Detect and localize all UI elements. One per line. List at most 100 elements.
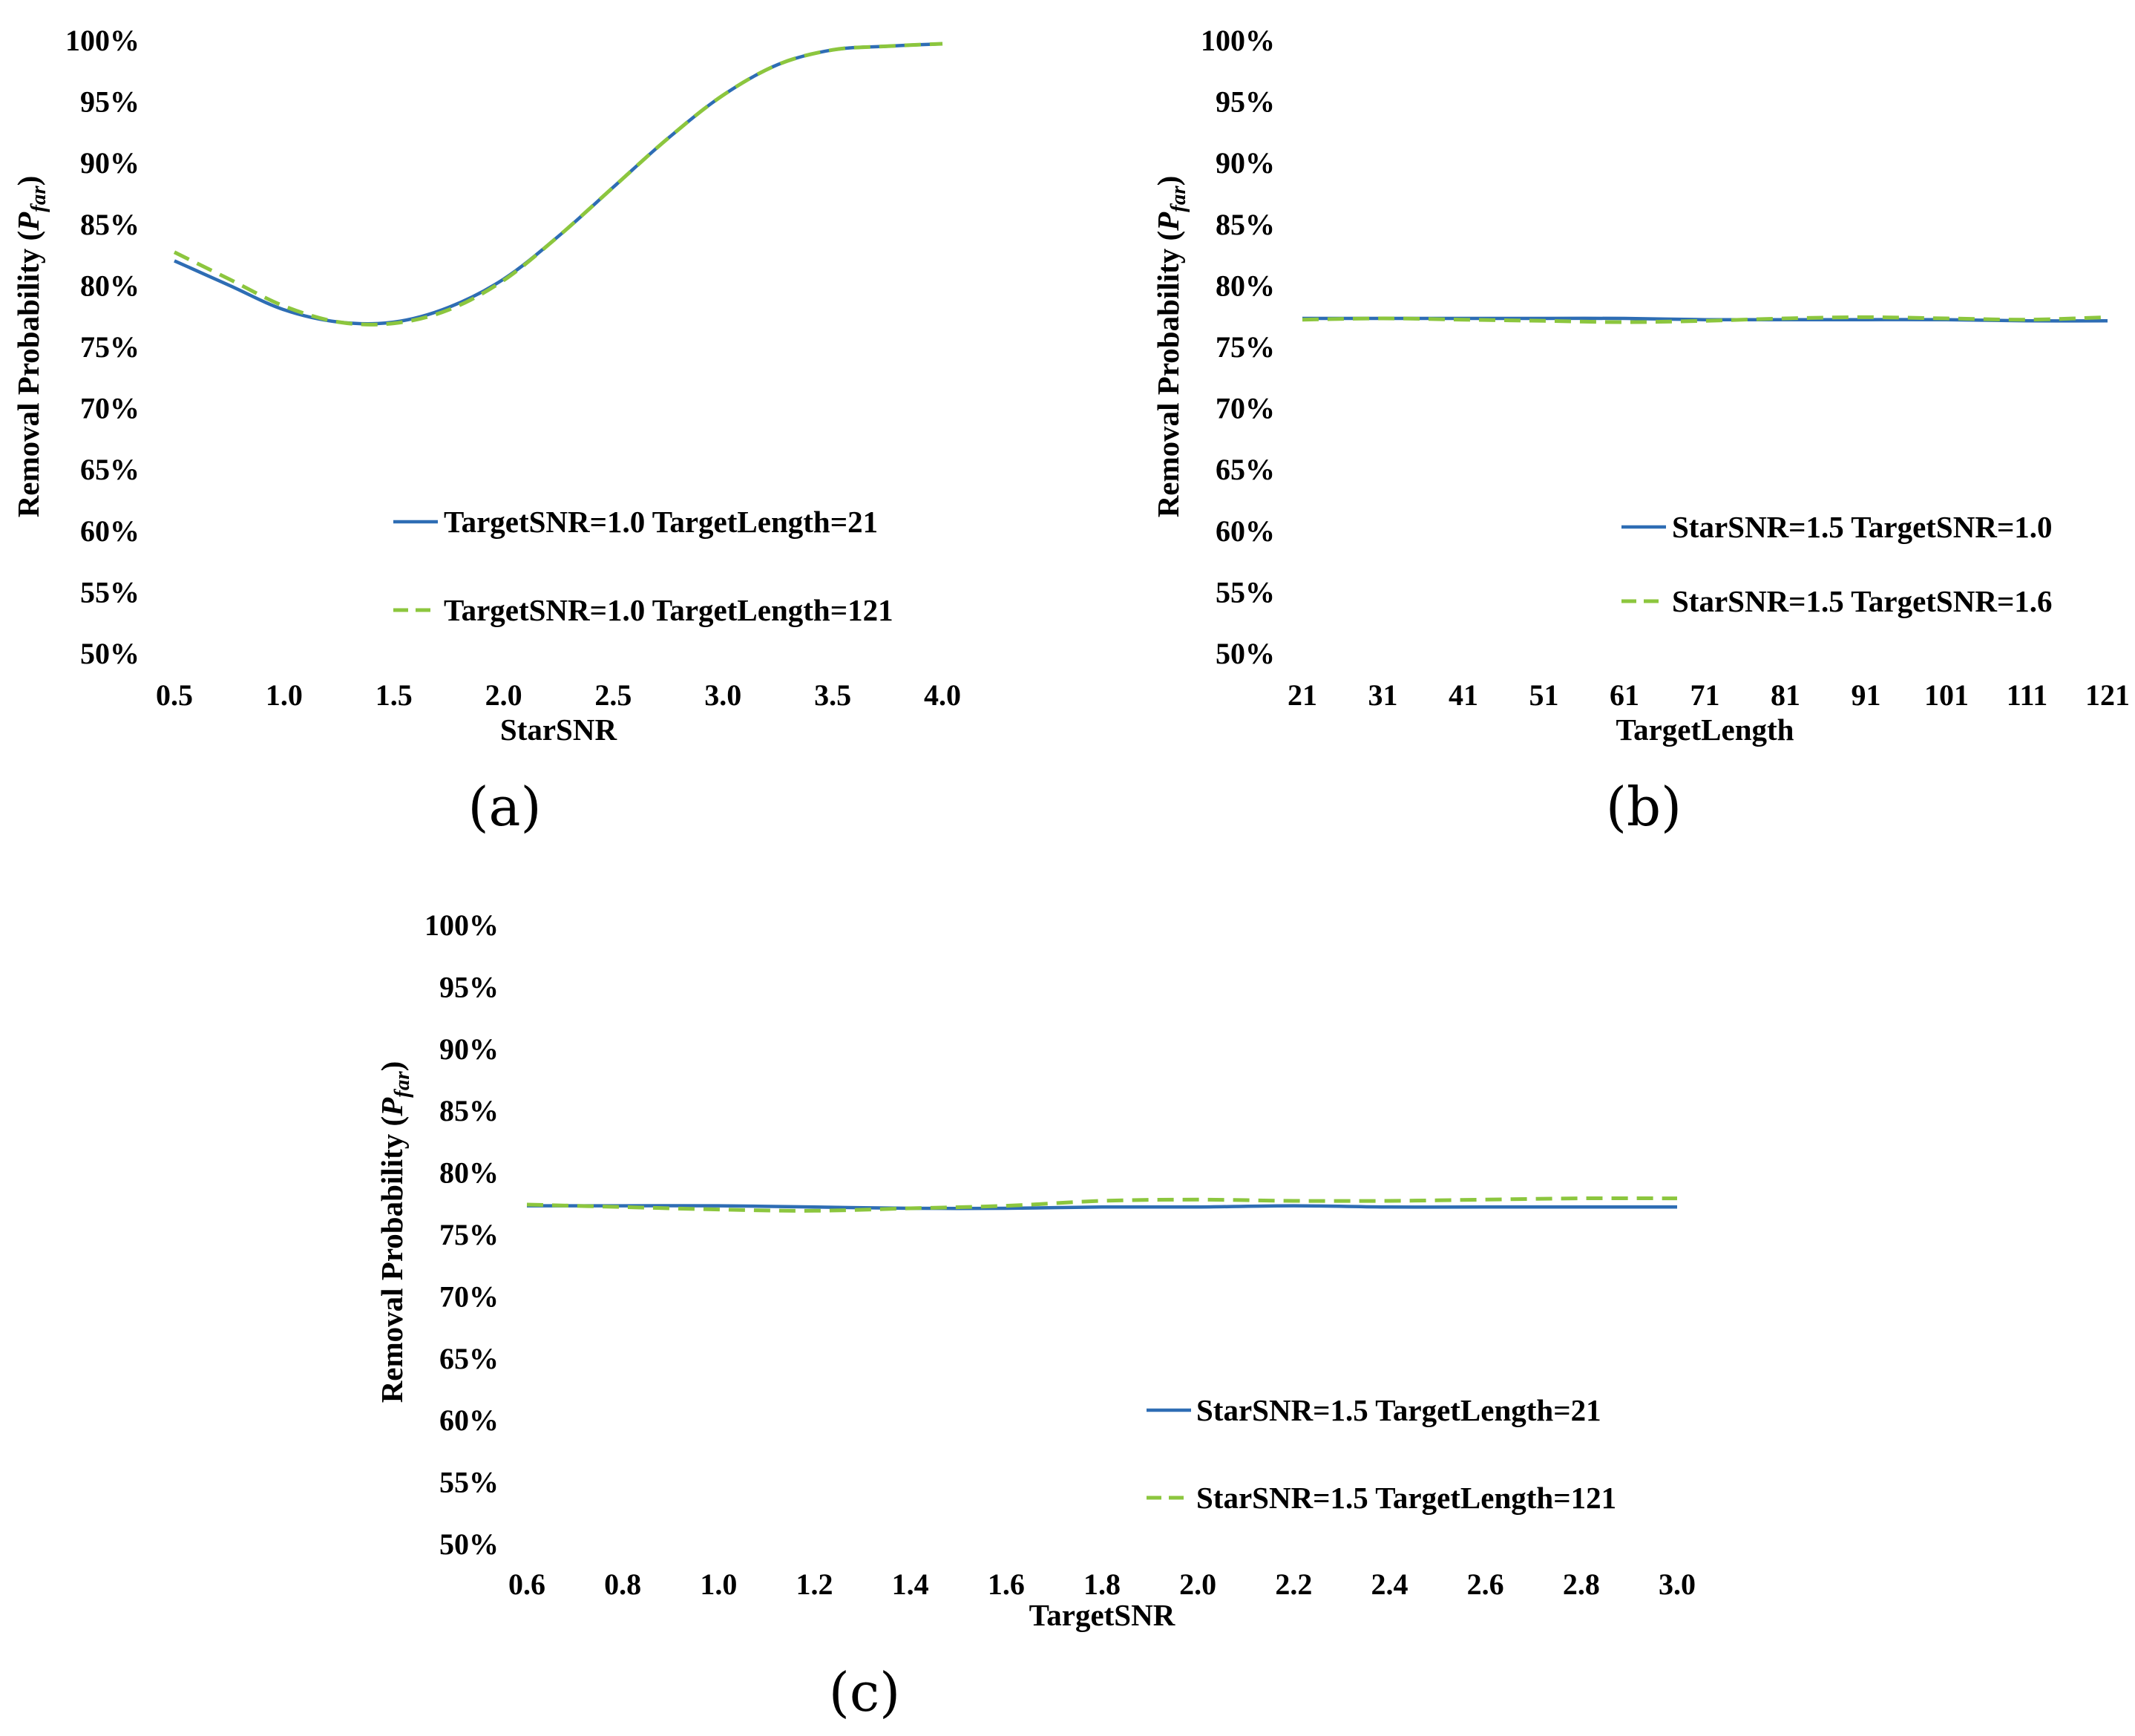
legend-entry: StarSNR=1.5 TargetLength=121	[1196, 1481, 1616, 1515]
y-axis-ticks-a: 50% 55% 60% 65% 70% 75% 80% 85% 90% 95% 100%	[65, 24, 140, 670]
y-axis-label-b: Removal Probability (Pfar)	[1151, 176, 1190, 518]
x-axis-label-c: TargetSNR	[1029, 1598, 1175, 1632]
y-tick-label: 80%	[80, 269, 140, 302]
caption-a: (a)	[468, 776, 541, 838]
series-line-solid	[174, 42, 943, 326]
x-axis-label-b: TargetLength	[1616, 713, 1794, 747]
x-tick-label: 2.6	[1467, 1568, 1504, 1601]
y-tick-label: 75%	[80, 330, 140, 364]
x-tick-label: 1.0	[700, 1568, 737, 1601]
y-axis-label-subscript: far	[390, 1071, 414, 1098]
y-tick-label: 90%	[1216, 146, 1275, 180]
y-axis-label-symbol: P	[375, 1097, 409, 1117]
x-tick-label: 111	[2007, 678, 2048, 712]
x-tick-label: 3.0	[704, 678, 741, 712]
y-tick-label: 70%	[1216, 392, 1275, 425]
y-tick-label: 60%	[80, 514, 140, 548]
x-tick-label: 41	[1449, 678, 1478, 712]
y-tick-label: 80%	[1216, 269, 1275, 302]
x-tick-label: 2.4	[1371, 1568, 1408, 1601]
x-axis-ticks-c: 0.6 0.8 1.0 1.2 1.4 1.6 1.8 2.0 2.2 2.4 2.6 2.8 3.0	[508, 1568, 1696, 1601]
x-tick-label: 81	[1771, 678, 1800, 712]
chart-panel-c: 50%55%60%65%70%75%80%85%90%95%100% 0.6 0.…	[375, 908, 1696, 1723]
y-tick-label: 100%	[424, 908, 499, 942]
x-tick-label: 2.5	[594, 678, 632, 712]
legend-a: TargetSNR=1.0 TargetLength=21 TargetSNR=1…	[393, 505, 893, 627]
y-tick-label: 90%	[80, 146, 140, 180]
caption-c: (c)	[829, 1661, 901, 1723]
y-tick-label: 60%	[1216, 514, 1275, 548]
series-layer-c	[526, 1196, 1678, 1213]
x-tick-label: 31	[1368, 678, 1398, 712]
x-tick-label: 2.0	[485, 678, 522, 712]
x-tick-label: 2.0	[1179, 1568, 1216, 1601]
y-tick-label: 60%	[439, 1403, 499, 1437]
y-tick-label: 70%	[439, 1280, 499, 1313]
y-tick-label: 85%	[80, 208, 140, 241]
y-axis-label-symbol: P	[11, 212, 45, 232]
y-axis-label-close: )	[1151, 176, 1185, 186]
x-tick-label: 1.5	[375, 678, 413, 712]
x-tick-label: 0.6	[508, 1568, 545, 1601]
legend-entry: TargetSNR=1.0 TargetLength=121	[444, 593, 893, 627]
x-tick-label: 2.8	[1563, 1568, 1600, 1601]
y-axis-label-c: Removal Probability (Pfar)	[375, 1061, 414, 1403]
x-tick-label: 121	[2085, 678, 2130, 712]
series-line-solid	[527, 1204, 1677, 1211]
x-tick-label: 1.8	[1083, 1568, 1121, 1601]
x-tick-label: 21	[1288, 678, 1317, 712]
y-tick-label: 55%	[80, 575, 140, 609]
y-axis-ticks-b: 50% 55% 60% 65% 70% 75% 80% 85% 90% 95% 100%	[1201, 24, 1275, 670]
legend-entry: StarSNR=1.5 TargetSNR=1.6	[1672, 584, 2053, 618]
y-tick-label: 95%	[80, 85, 140, 119]
legend-c: StarSNR=1.5 TargetLength=21 StarSNR=1.5 T…	[1147, 1393, 1616, 1515]
caption-b: (b)	[1606, 776, 1682, 838]
x-tick-label: 1.2	[796, 1568, 833, 1601]
y-tick-label: 100%	[65, 24, 140, 57]
y-tick-label: 50%	[439, 1527, 499, 1561]
x-tick-label: 1.0	[266, 678, 303, 712]
x-tick-label: 3.0	[1659, 1568, 1696, 1601]
y-tick-label: 85%	[1216, 208, 1275, 241]
y-axis-label-close: )	[375, 1061, 409, 1072]
x-tick-label: 61	[1610, 678, 1639, 712]
x-tick-label: 91	[1852, 678, 1881, 712]
y-tick-label: 55%	[1216, 575, 1275, 609]
y-axis-label-symbol: P	[1151, 212, 1185, 232]
series-layer-b	[1302, 315, 2108, 324]
legend-entry: TargetSNR=1.0 TargetLength=21	[444, 505, 878, 539]
x-tick-label: 1.6	[988, 1568, 1025, 1601]
y-axis-label-subscript: far	[27, 186, 50, 212]
y-axis-label-text: Removal Probability (	[375, 1116, 409, 1403]
series-layer-a	[173, 42, 943, 327]
y-tick-label: 50%	[80, 637, 140, 670]
x-tick-label: 2.2	[1275, 1568, 1312, 1601]
series-line-dashed	[1302, 315, 2108, 324]
x-axis-ticks-a: 0.5 1.0 1.5 2.0 2.5 3.0 3.5 4.0	[156, 678, 961, 712]
x-tick-label: 51	[1529, 678, 1559, 712]
y-tick-label: 55%	[439, 1466, 499, 1499]
series-line-dashed	[526, 1196, 1678, 1213]
x-axis-ticks-b: 21 31 41 51 61 71 81 91 101 111 121	[1288, 678, 2130, 712]
x-tick-label: 101	[1924, 678, 1969, 712]
x-tick-label: 1.4	[892, 1568, 929, 1601]
x-axis-label-a: StarSNR	[500, 713, 617, 747]
y-tick-label: 50%	[1216, 637, 1275, 670]
x-tick-label: 71	[1690, 678, 1720, 712]
legend-b: StarSNR=1.5 TargetSNR=1.0 StarSNR=1.5 Tar…	[1621, 510, 2053, 618]
y-tick-label: 75%	[1216, 330, 1275, 364]
y-axis-label-text: Removal Probability (	[11, 231, 45, 517]
y-tick-label: 95%	[439, 970, 499, 1003]
legend-entry: StarSNR=1.5 TargetLength=21	[1196, 1393, 1601, 1427]
x-tick-label: 3.5	[814, 678, 851, 712]
y-tick-label: 65%	[439, 1342, 499, 1375]
y-axis-label-subscript: far	[1167, 186, 1190, 212]
y-tick-label: 85%	[439, 1094, 499, 1127]
y-tick-label: 75%	[439, 1218, 499, 1251]
y-tick-label: 100%	[1201, 24, 1275, 57]
y-tick-label: 70%	[80, 392, 140, 425]
legend-entry: StarSNR=1.5 TargetSNR=1.0	[1672, 510, 2053, 544]
y-tick-label: 80%	[439, 1156, 499, 1190]
y-tick-label: 65%	[80, 453, 140, 486]
